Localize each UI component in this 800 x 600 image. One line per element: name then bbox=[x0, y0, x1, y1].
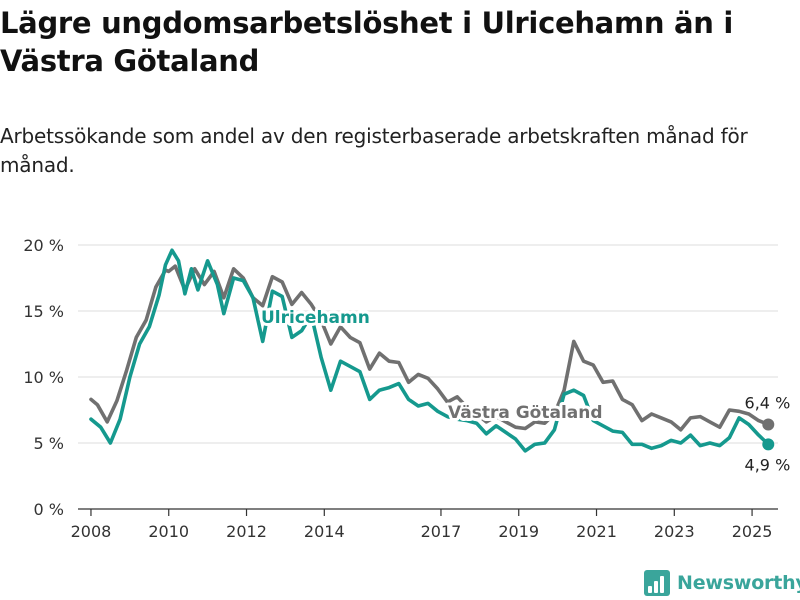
series-labels: Västra Götaland Ulricehamn 6,4 % 4,9 % bbox=[258, 305, 793, 477]
axes: 0 % 5 % 10 % 15 % 20 % 2008 2010 2012 2014 2017 20… bbox=[23, 236, 778, 541]
brand-name: Newsworthy bbox=[677, 572, 800, 594]
y-tick-label: 0 % bbox=[34, 500, 64, 519]
y-tick-label: 20 % bbox=[23, 236, 64, 255]
x-tick-label: 2025 bbox=[732, 522, 773, 541]
x-tick-label: 2023 bbox=[654, 522, 695, 541]
series-label-vastra-gotaland: Västra Götaland bbox=[448, 403, 603, 423]
bar-chart-logo-icon bbox=[644, 570, 670, 596]
series-endpoint-ulricehamn bbox=[762, 438, 775, 451]
x-tick-label: 2017 bbox=[421, 522, 462, 541]
x-tick-label: 2012 bbox=[226, 522, 267, 541]
series-label-ulricehamn: Ulricehamn bbox=[261, 308, 370, 328]
x-tick-label: 2010 bbox=[148, 522, 189, 541]
x-tick-label: 2008 bbox=[71, 522, 112, 541]
end-value-label-ulricehamn: 4,9 % bbox=[745, 455, 791, 474]
newsworthy-logo: Newsworthy bbox=[644, 568, 800, 598]
chart-title: Lägre ungdomsarbetslöshet i Ulricehamn ä… bbox=[0, 6, 734, 78]
x-tick-label: 2021 bbox=[576, 522, 617, 541]
end-value-label-vastra-gotaland: 6,4 % bbox=[745, 394, 791, 413]
y-tick-label: 15 % bbox=[23, 302, 64, 321]
line-chart: 0 % 5 % 10 % 15 % 20 % 2008 2010 2012 2014 2017 20… bbox=[23, 236, 793, 541]
series-lines bbox=[89, 248, 775, 453]
chart-subtitle: Arbetssökande som andel av den registerb… bbox=[0, 124, 748, 177]
series-endpoint-vastra-gotaland bbox=[762, 418, 775, 431]
y-tick-label: 5 % bbox=[34, 434, 64, 453]
x-tick-label: 2019 bbox=[498, 522, 539, 541]
series-line-ulricehamn bbox=[89, 248, 771, 453]
y-tick-label: 10 % bbox=[23, 368, 64, 387]
x-tick-label: 2014 bbox=[304, 522, 345, 541]
